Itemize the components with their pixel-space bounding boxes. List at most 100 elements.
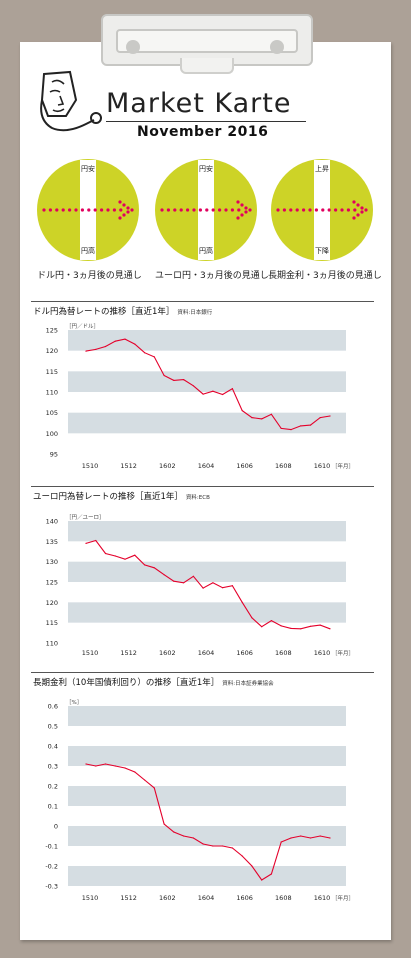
- series-point: [309, 837, 312, 839]
- arrow-head-dot: [356, 213, 360, 217]
- x-unit-label: ［年月］: [332, 649, 354, 657]
- series-point: [261, 626, 263, 628]
- series-point: [300, 835, 302, 837]
- arrow-dot: [282, 208, 286, 212]
- arrow-dot: [166, 208, 170, 212]
- arrow-dot: [87, 208, 91, 212]
- series-point: [300, 628, 302, 630]
- arrow-head-dot: [122, 203, 126, 207]
- y-tick-label: 120: [46, 599, 58, 607]
- series-point: [104, 345, 107, 348]
- x-tick-label: 1602: [159, 462, 176, 470]
- arrow-head-dot: [118, 216, 122, 220]
- gauge-top-label: 円安: [199, 164, 213, 173]
- series-point: [319, 417, 321, 419]
- eur-jpy-outlook-gauge: 円安 円高: [155, 159, 257, 261]
- series-point: [124, 338, 126, 340]
- series-point: [163, 574, 165, 576]
- arrow-dot: [68, 208, 72, 212]
- arrow-dot: [302, 208, 306, 212]
- y-tick-label: 120: [46, 347, 58, 355]
- arrow-dot: [74, 208, 78, 212]
- series-point: [222, 393, 224, 396]
- arrow-dot: [224, 208, 228, 212]
- series-point: [85, 763, 87, 765]
- arrow-dot: [55, 208, 59, 212]
- chart-title-text: 長期金利（10年国債利回り）の推移［直近1年］: [33, 678, 220, 688]
- grid-band: [68, 371, 346, 392]
- arrow-dot: [106, 208, 110, 212]
- arrow-dot: [295, 208, 299, 212]
- gauge-caption: ドル円・3ヵ月後の見通し: [37, 271, 142, 281]
- rightward-arrow-icon: [42, 200, 134, 220]
- series-point: [329, 415, 331, 417]
- series-point: [134, 554, 136, 556]
- y-tick-label: 95: [50, 451, 58, 459]
- chart-title-jgb: 長期金利（10年国債利回り）の推移［直近1年］ 資料:日本証券業協会: [33, 676, 274, 688]
- rightward-arrow-icon: [160, 200, 252, 220]
- page-title: Market Karte: [106, 88, 292, 119]
- y-tick-label: 0.6: [48, 703, 58, 711]
- chart-source: 資料:ECB: [185, 495, 210, 501]
- y-tick-label: 0.1: [48, 803, 58, 811]
- x-tick-label: 1606: [236, 462, 253, 470]
- arrow-head-dot: [236, 216, 240, 220]
- series-point: [163, 823, 165, 825]
- series-point: [192, 837, 194, 839]
- arrow-dot: [346, 208, 350, 212]
- series-point: [231, 388, 233, 390]
- chart-title-text: ドル円為替レートの推移［直近1年］: [33, 307, 175, 317]
- arrow-dot: [112, 208, 116, 212]
- gauge-top-label: 円安: [81, 164, 95, 173]
- x-tick-label: 1610: [314, 462, 331, 470]
- grid-band: [68, 561, 346, 582]
- y-tick-label: -0.2: [45, 863, 58, 871]
- x-tick-label: 1510: [82, 462, 99, 470]
- series-point: [241, 410, 243, 412]
- arrow-head-dot: [244, 210, 248, 214]
- arrow-head-dot: [240, 203, 244, 207]
- series-point: [290, 429, 292, 431]
- arrow-dot: [314, 208, 318, 212]
- y-tick-label: 0.5: [48, 723, 58, 731]
- x-tick-label: 1608: [275, 894, 292, 902]
- series-point: [144, 352, 146, 354]
- grid-band: [68, 521, 346, 542]
- y-tick-label: 130: [46, 558, 58, 566]
- series-point: [95, 348, 97, 350]
- gauge-bottom-label: 円高: [199, 246, 213, 255]
- series-point: [231, 847, 233, 849]
- x-tick-label: 1608: [275, 649, 292, 657]
- arrow-dot: [192, 208, 196, 212]
- arrow-head-dot: [244, 206, 248, 210]
- arrow-dot: [340, 208, 344, 212]
- arrow-dot: [80, 208, 84, 212]
- y-tick-label: 105: [46, 409, 58, 417]
- x-unit-label: ［年月］: [332, 462, 354, 470]
- arrow-dot: [48, 208, 52, 212]
- series-point: [124, 558, 126, 560]
- arrow-dot: [237, 208, 241, 212]
- x-tick-label: 1602: [159, 894, 176, 902]
- grid-band: [68, 706, 346, 726]
- series-point: [114, 765, 116, 767]
- y-unit-label: ［円／ユーロ］: [66, 514, 105, 521]
- arrow-dot: [211, 208, 215, 212]
- usd-jpy-outlook-gauge: 円安 円高: [37, 159, 139, 261]
- series-point: [183, 379, 185, 381]
- series-point: [173, 831, 175, 833]
- x-tick-label: 1606: [236, 894, 253, 902]
- arrow-dot: [61, 208, 65, 212]
- x-tick-label: 1606: [236, 649, 253, 657]
- series-point: [241, 601, 243, 603]
- series-point: [231, 585, 233, 587]
- arrow-head-dot: [364, 208, 368, 212]
- y-tick-label: -0.1: [45, 843, 58, 851]
- grid-band: [68, 602, 346, 623]
- series-point: [153, 356, 155, 358]
- series-point: [183, 835, 185, 837]
- y-tick-label: 125: [46, 579, 58, 587]
- gauge-caption: ユーロ円・3ヵ月後の見通し: [155, 271, 269, 281]
- section-divider: [31, 301, 374, 302]
- x-tick-label: 1604: [198, 894, 215, 902]
